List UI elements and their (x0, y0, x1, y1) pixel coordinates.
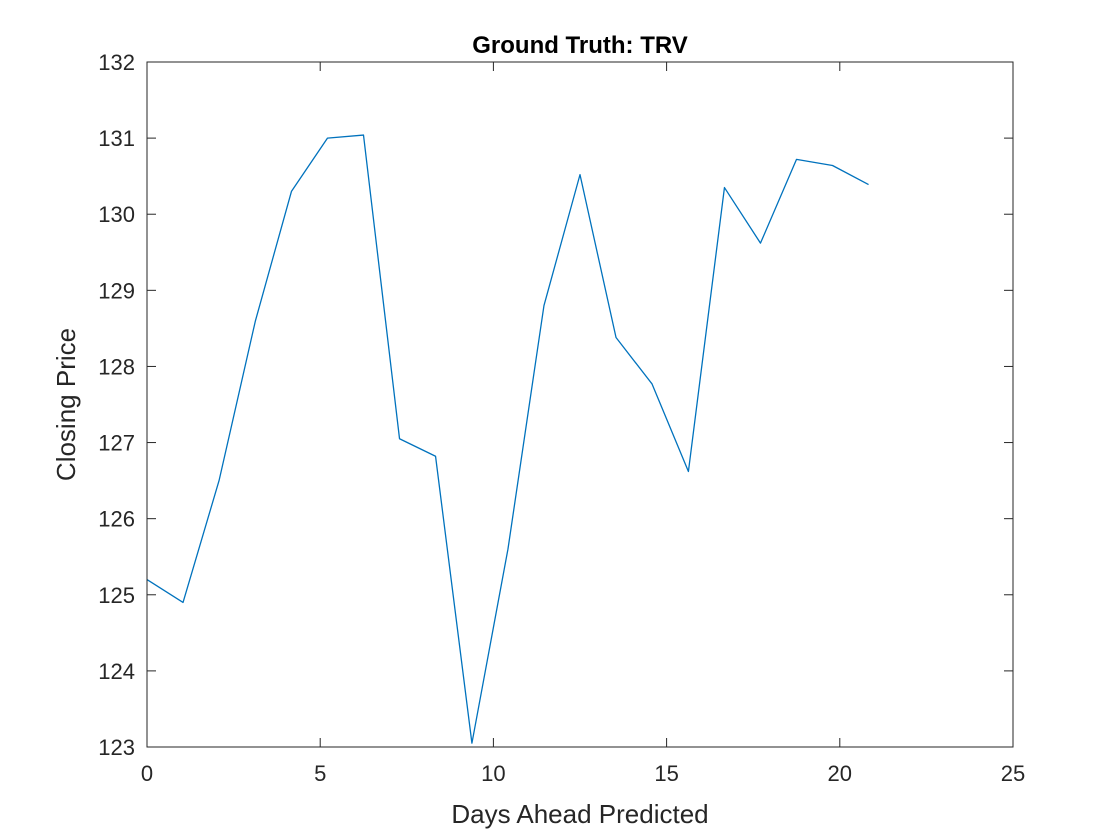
y-tick-label: 129 (98, 278, 135, 303)
y-tick-label: 126 (98, 507, 135, 532)
x-tick-label: 25 (1001, 761, 1025, 786)
y-tick-label: 131 (98, 126, 135, 151)
axes-box (146, 61, 1014, 748)
x-tick-label: 20 (828, 761, 852, 786)
y-tick-label: 125 (98, 583, 135, 608)
y-tick-label: 128 (98, 354, 135, 379)
y-tick-label: 130 (98, 202, 135, 227)
x-tick-label: 5 (314, 761, 326, 786)
y-tick-label: 123 (98, 735, 135, 760)
x-tick-label: 10 (481, 761, 505, 786)
ticks-layer: 0 5 10 15 20 25 123 124 125 126 127 128 129 130 131 132 (98, 50, 1025, 786)
chart-title: Ground Truth: TRV (472, 32, 688, 59)
x-axis-label: Days Ahead Predicted (451, 799, 708, 829)
series-line (146, 134, 869, 744)
y-tick-label: 132 (98, 50, 135, 75)
y-tick-label: 124 (98, 659, 135, 684)
x-tick-label: 0 (141, 761, 153, 786)
y-tick-label: 127 (98, 431, 135, 456)
plot-area (147, 62, 1013, 747)
y-axis-label: Closing Price (51, 328, 81, 481)
series-layer (146, 134, 869, 744)
x-tick-label: 15 (654, 761, 678, 786)
